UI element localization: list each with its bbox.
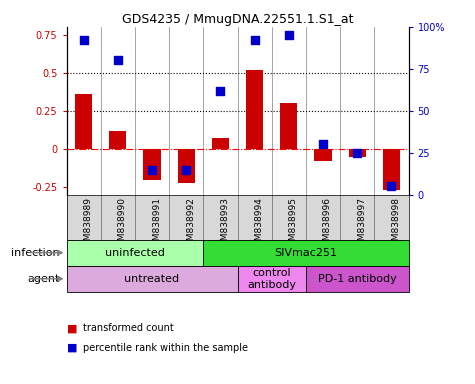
Text: GSM838990: GSM838990	[118, 197, 127, 252]
Text: SIVmac251: SIVmac251	[275, 248, 337, 258]
Text: percentile rank within the sample: percentile rank within the sample	[83, 343, 248, 353]
Point	[251, 37, 258, 43]
Bar	[66, 240, 203, 266]
Text: control
antibody: control antibody	[247, 268, 296, 290]
Text: untreated: untreated	[124, 274, 180, 284]
Bar	[349, 149, 366, 157]
Point	[388, 183, 395, 189]
Bar	[238, 266, 306, 292]
Text: GSM838998: GSM838998	[391, 197, 400, 252]
Bar	[75, 94, 92, 149]
Bar	[143, 149, 161, 180]
Text: GSM838989: GSM838989	[84, 197, 93, 252]
Text: agent: agent	[27, 274, 60, 284]
Text: ■: ■	[66, 323, 77, 333]
Point	[319, 141, 327, 147]
Text: GSM838995: GSM838995	[289, 197, 298, 252]
Bar	[383, 149, 400, 190]
Text: GSM838997: GSM838997	[357, 197, 366, 252]
Bar	[280, 103, 297, 149]
Point	[285, 32, 293, 38]
Bar	[212, 138, 229, 149]
Point	[80, 37, 87, 43]
Bar	[109, 131, 126, 149]
Point	[217, 88, 224, 94]
Text: GSM838994: GSM838994	[255, 197, 264, 252]
Point	[114, 57, 122, 63]
Text: GSM838992: GSM838992	[186, 197, 195, 252]
Bar	[203, 240, 408, 266]
Title: GDS4235 / MmugDNA.22551.1.S1_at: GDS4235 / MmugDNA.22551.1.S1_at	[122, 13, 353, 26]
Bar	[66, 266, 238, 292]
Bar	[246, 70, 263, 149]
Text: GSM838991: GSM838991	[152, 197, 161, 252]
Text: ■: ■	[66, 343, 77, 353]
Text: uninfected: uninfected	[105, 248, 165, 258]
Bar	[306, 266, 408, 292]
Text: GSM838993: GSM838993	[220, 197, 229, 252]
Text: transformed count: transformed count	[83, 323, 174, 333]
Point	[353, 150, 361, 156]
Point	[182, 167, 190, 173]
Bar	[314, 149, 332, 161]
Point	[148, 167, 156, 173]
Text: PD-1 antibody: PD-1 antibody	[318, 274, 397, 284]
Bar	[178, 149, 195, 183]
Text: infection: infection	[11, 248, 60, 258]
Text: GSM838996: GSM838996	[323, 197, 332, 252]
